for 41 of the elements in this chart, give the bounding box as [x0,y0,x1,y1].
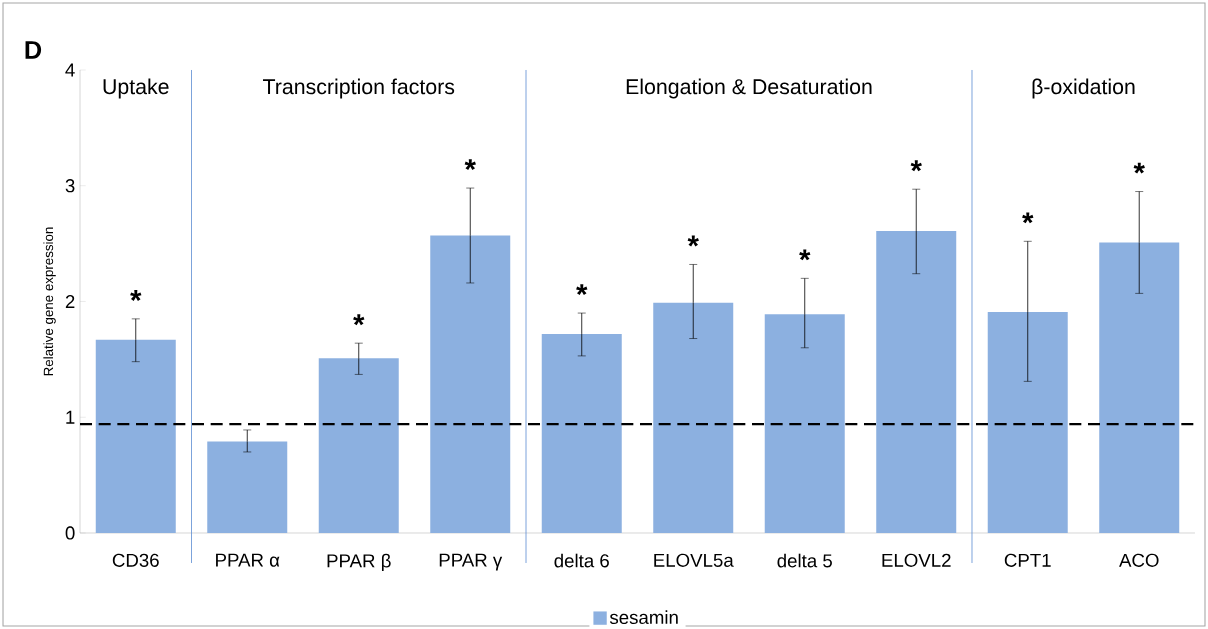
x-tick-label: delta 5 [777,553,832,568]
bar [541,333,622,533]
x-tick-label: ACO [1119,553,1159,567]
bar [318,358,399,533]
annotation: Transcription factors [263,78,455,99]
x-tick-label: CD36 [112,553,159,567]
bar [876,230,957,533]
annotation: Elongation & Desaturation [626,78,872,99]
annotation: Uptake [103,78,169,99]
data-label: * [687,235,699,247]
bar [95,339,176,533]
data-label: * [1022,212,1034,224]
annotation: β-oxidation [1032,78,1135,99]
y-axis-title: Relative gene expression [43,227,56,376]
data-label: * [353,314,365,326]
y-tick-label: 4 [65,63,75,77]
data-label: * [576,284,588,296]
data-label: * [1133,162,1145,174]
x-tick-label: PPAR γ [439,553,503,571]
data-label: * [464,159,476,171]
y-tick-label: 2 [65,294,75,309]
legend-label: sesamin [609,610,678,625]
data-label: * [130,289,142,301]
data-label: * [910,160,922,172]
x-tick-label: PPAR β [327,553,391,572]
bar [987,311,1068,533]
y-tick-label: 0 [65,526,75,540]
bar [430,235,511,533]
x-tick-label: ELOVL2 [882,553,951,567]
bar [764,314,845,533]
y-tick-label: 3 [65,179,75,193]
data-label: * [799,249,811,261]
text: D [25,41,42,59]
y-tick-label: 1 [66,410,75,424]
x-tick-label: ELOVL5a [654,553,734,567]
x-tick-label: delta 6 [554,553,609,568]
bar [1099,242,1180,533]
x-tick-label: CPT1 [1004,553,1051,567]
bar [653,302,734,533]
x-tick-label: PPAR α [216,553,280,567]
bar [207,441,288,533]
